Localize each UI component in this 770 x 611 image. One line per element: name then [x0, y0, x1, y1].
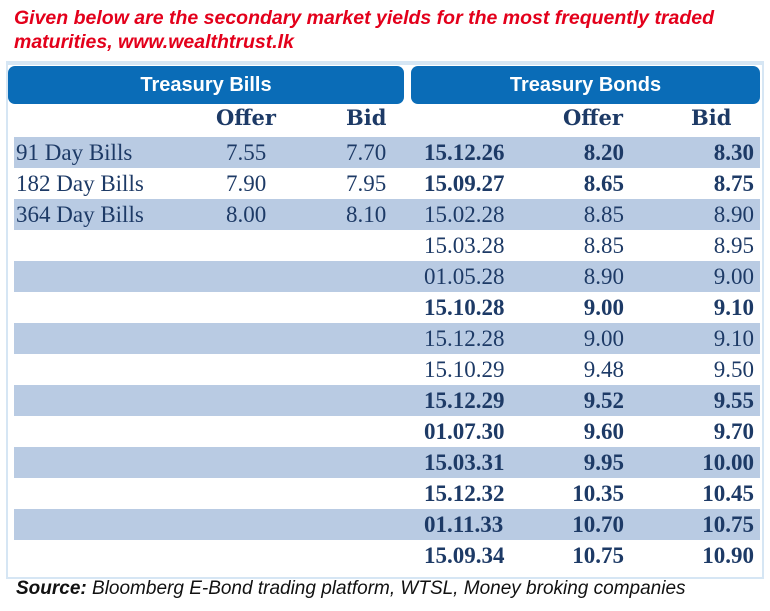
table-row: 15.10.29 9.48 9.50: [14, 354, 760, 385]
bond-bid: 9.10: [713, 326, 754, 351]
table-row: 15.03.31 9.95 10.00: [14, 447, 760, 478]
bond-offer: 8.90: [583, 264, 624, 289]
caption-title: Given below are the secondary market yie…: [14, 7, 715, 53]
bond-maturity: 15.09.27: [424, 171, 505, 196]
table-row: 15.12.29 9.52 9.55: [14, 385, 760, 416]
bond-offer: 9.00: [583, 295, 624, 320]
bond-maturity: 15.12.28: [424, 326, 505, 351]
source-note: Source: Bloomberg E-Bond trading platfor…: [16, 578, 686, 600]
treasury-bonds-heading: Treasury Bonds: [411, 66, 760, 104]
bill-bid: 8.10: [346, 202, 387, 227]
table-row: 15.12.28 9.00 9.10: [14, 323, 760, 354]
bond-offer: 8.85: [583, 233, 624, 258]
bond-bid: 9.00: [713, 264, 754, 289]
bond-offer: 10.75: [572, 543, 624, 568]
bill-bid: 7.95: [346, 171, 387, 196]
bond-offer: 8.65: [583, 171, 624, 196]
bond-bid: 8.30: [713, 140, 754, 165]
bond-offer: 9.00: [583, 326, 624, 351]
source-text: Bloomberg E-Bond trading platform, WTSL,…: [86, 578, 686, 599]
bond-offer: 8.20: [583, 140, 624, 165]
source-label: Source:: [16, 578, 87, 599]
table-row: 15.09.34 10.75 10.90: [14, 540, 760, 571]
bill-name: 364 Day Bills: [16, 202, 144, 227]
bill-name: 91 Day Bills: [16, 140, 133, 165]
bond-offer: 9.52: [583, 388, 624, 413]
bond-bid: 10.45: [702, 481, 754, 506]
bill-name: 182 Day Bills: [16, 171, 144, 196]
bills-bid-header: Bid: [346, 105, 387, 130]
table-row: 182 Day Bills 7.90 7.95 15.09.27 8.65 8.75: [14, 168, 760, 199]
bond-maturity: 15.12.29: [424, 388, 505, 413]
bonds-bid-header: Bid: [691, 105, 732, 130]
bond-bid: 8.75: [713, 171, 754, 196]
bond-bid: 10.90: [702, 543, 754, 568]
bill-offer: 7.90: [226, 171, 267, 196]
bond-maturity: 15.10.28: [424, 295, 505, 320]
bond-bid: 8.90: [713, 202, 754, 227]
bill-offer: 7.55: [226, 140, 267, 165]
bond-bid: 9.70: [713, 419, 754, 444]
bond-maturity: 15.03.28: [424, 233, 505, 258]
yield-table-rows: 91 Day Bills 7.55 7.70 15.12.26 8.20 8.30 182 …: [14, 137, 760, 571]
bond-maturity: 15.12.26: [424, 140, 505, 165]
bond-maturity: 15.03.31: [424, 450, 505, 475]
bond-maturity: 01.05.28: [424, 264, 505, 289]
bill-offer: 8.00: [226, 202, 267, 227]
table-row: 15.10.28 9.00 9.10: [14, 292, 760, 323]
bond-bid: 9.10: [713, 295, 754, 320]
bond-offer: 9.60: [583, 419, 624, 444]
bond-bid: 8.95: [713, 233, 754, 258]
bond-maturity: 01.11.33: [424, 512, 504, 537]
bond-maturity: 15.10.29: [424, 357, 505, 382]
table-row: 01.05.28 8.90 9.00: [14, 261, 760, 292]
bill-bid: 7.70: [346, 140, 387, 165]
treasury-bills-heading: Treasury Bills: [8, 66, 404, 104]
bond-offer: 10.35: [572, 481, 624, 506]
bond-bid: 9.50: [713, 357, 754, 382]
bond-bid: 9.55: [713, 388, 754, 413]
bills-offer-header: Offer: [216, 105, 276, 130]
bond-maturity: 15.02.28: [424, 202, 505, 227]
bond-bid: 10.75: [702, 512, 754, 537]
table-row: 01.07.30 9.60 9.70: [14, 416, 760, 447]
bond-offer: 9.48: [583, 357, 624, 382]
table-row: 364 Day Bills 8.00 8.10 15.02.28 8.85 8.90: [14, 199, 760, 230]
bond-offer: 10.70: [572, 512, 624, 537]
bond-maturity: 15.12.32: [424, 481, 505, 506]
bonds-offer-header: Offer: [563, 105, 623, 130]
table-row: 91 Day Bills 7.55 7.70 15.12.26 8.20 8.30: [14, 137, 760, 168]
bond-maturity: 15.09.34: [424, 543, 505, 568]
bond-offer: 8.85: [583, 202, 624, 227]
bond-maturity: 01.07.30: [424, 419, 505, 444]
table-row: 01.11.33 10.70 10.75: [14, 509, 760, 540]
bond-bid: 10.00: [702, 450, 754, 475]
table-row: 15.12.32 10.35 10.45: [14, 478, 760, 509]
table-row: 15.03.28 8.85 8.95: [14, 230, 760, 261]
bond-offer: 9.95: [583, 450, 624, 475]
